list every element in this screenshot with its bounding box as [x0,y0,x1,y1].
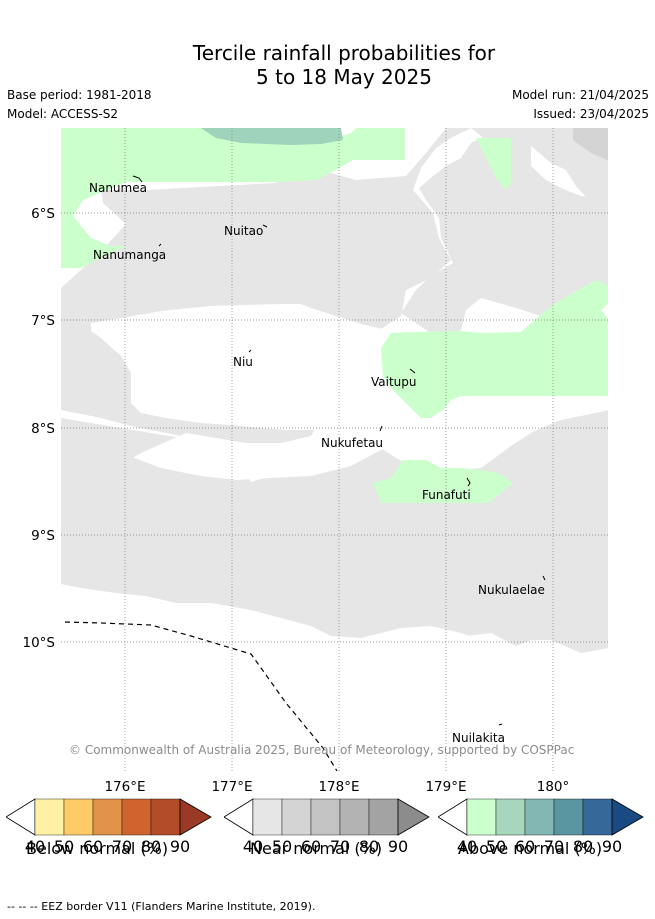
model-name: Model: ACCESS-S2 [7,107,119,121]
colorbar-tick-label: 90 [387,837,409,856]
colorbar-tick-label: 50 [271,837,293,856]
issued-date: Issued: 23/04/2025 [533,107,649,121]
colorbar-segment [281,798,312,836]
colorbar-under-extension [224,798,254,836]
island-label-funafuti: Funafuti [422,488,471,502]
colorbar-tick-label: 60 [82,837,104,856]
colorbar-segment [339,798,370,836]
island-label-niu: Niu [233,355,253,369]
colorbar-over-extension [397,798,430,836]
colorbar-segment [63,798,94,836]
above-normal-region [61,128,608,503]
colorbar-title-below-normal: Below normal (%) [26,839,169,858]
graticule [61,128,608,771]
lon-label-177e: 177°E [211,779,253,795]
island-label-nukulaelae: Nukulaelae [478,583,545,597]
lon-label-179e: 179°E [425,779,467,795]
colorbar-tick-label: 60 [514,837,536,856]
colorbar-segment [368,798,399,836]
island-shape [248,349,252,353]
island-shape [132,175,143,183]
island-shape [409,368,416,374]
colorbar-segment [466,798,497,836]
colorbar-title-above-normal: Above normal (%) [458,839,603,858]
lon-label-176e: 176°E [104,779,146,795]
copyright-notice: © Commonwealth of Australia 2025, Bureau… [69,743,575,757]
island-shape [379,425,383,432]
colorbar-segment [121,798,152,836]
island-shape [158,243,162,247]
near-normal-50-region [573,128,608,161]
colorbar-below-normal [6,798,212,836]
colorbar-tick-label: 70 [543,837,565,856]
lon-label-178e: 178°E [318,779,360,795]
colorbar-tick-label: 50 [485,837,507,856]
colorbar-over-extension [179,798,212,836]
island-label-nanumea: Nanumea [89,181,147,195]
colorbar-over-extension [611,798,644,836]
island-label-nanumanga: Nanumanga [93,248,167,262]
colorbar-tick-label: 90 [601,837,623,856]
colorbar-above-normal [438,798,644,836]
lat-label-9s: 9°S [31,528,55,544]
colorbar-tick-label: 90 [169,837,191,856]
map-title-line1: Tercile rainfall probabilities for [192,41,496,65]
colorbar-title-near-normal: Near normal (%) [250,839,383,858]
map-title-line2: 5 to 18 May 2025 [256,65,432,89]
colorbar-tick-label: 70 [111,837,133,856]
colorbar-segment [92,798,123,836]
colorbar-segment [34,798,65,836]
colorbar-segment [553,798,584,836]
eez-legend: -- -- -- EEZ border V11 (Flanders Marine… [7,900,316,913]
island-label-nuitao: Nuitao [224,224,264,238]
colorbar-under-extension [438,798,468,836]
colorbar-tick-label: 70 [329,837,351,856]
island-label-vaitupu: Vaitupu [371,375,417,389]
colorbar-segment [582,798,613,836]
island-shape [466,477,471,487]
colorbar-tick-label: 80 [572,837,594,856]
lat-label-7s: 7°S [31,313,55,329]
eez-border [64,621,338,771]
island-label-nuilakita: Nuilakita [452,731,505,745]
lon-label-180: 180° [536,779,570,795]
model-run: Model run: 21/04/2025 [511,88,649,102]
colorbar-segment [310,798,341,836]
colorbar-tick-label: 60 [300,837,322,856]
coastlines [132,175,546,726]
colorbar-segment [252,798,283,836]
lat-label-6s: 6°S [31,206,55,222]
lat-label-8s: 8°S [31,421,55,437]
colorbar-near-normal [224,798,430,836]
island-shape [498,723,503,726]
lat-label-10s: 10°S [22,635,56,651]
colorbar-tick-label: 40 [24,837,46,856]
island-label-nukufetau: Nukufetau [321,436,384,450]
colorbar-tick-label: 80 [140,837,162,856]
colorbar-tick-label: 80 [358,837,380,856]
colorbar-tick-label: 40 [242,837,264,856]
base-period: Base period: 1981-2018 [7,88,152,102]
above-normal-50-region [201,128,343,145]
colorbar-tick-label: 40 [456,837,478,856]
colorbar-under-extension [6,798,36,836]
island-shape [262,224,268,228]
colorbar-segment [495,798,526,836]
colorbar-tick-label: 50 [53,837,75,856]
colorbar-segment [150,798,181,836]
colorbar-segment [524,798,555,836]
rainfall-probability-map [61,128,608,771]
island-shape [542,575,546,581]
